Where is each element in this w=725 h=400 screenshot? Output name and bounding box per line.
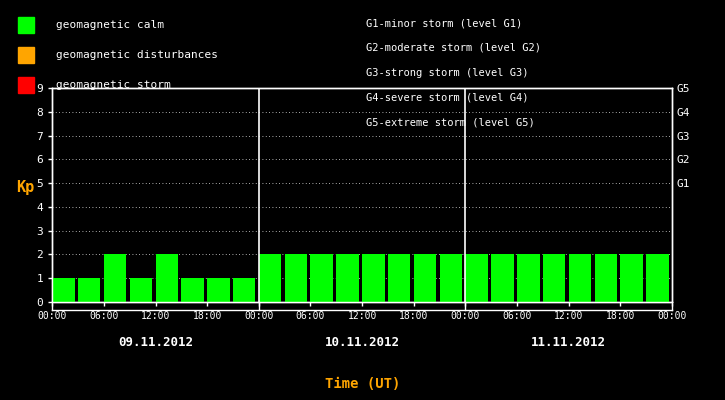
Bar (465, 254, 488, 302)
Text: 11.11.2012: 11.11.2012 (531, 336, 606, 348)
Text: G5-extreme storm (level G5): G5-extreme storm (level G5) (366, 117, 535, 127)
Bar (181, 278, 204, 302)
Bar (310, 254, 333, 302)
Bar (543, 254, 566, 302)
Text: G2-moderate storm (level G2): G2-moderate storm (level G2) (366, 43, 541, 53)
Y-axis label: Kp: Kp (16, 180, 34, 195)
Bar (621, 254, 643, 302)
Bar (414, 254, 436, 302)
Bar (130, 278, 152, 302)
Bar (78, 278, 101, 302)
Text: G4-severe storm (level G4): G4-severe storm (level G4) (366, 92, 529, 102)
Bar (259, 254, 281, 302)
Text: G3-strong storm (level G3): G3-strong storm (level G3) (366, 68, 529, 78)
Bar (233, 278, 255, 302)
Bar (285, 254, 307, 302)
Bar (646, 254, 668, 302)
Bar (388, 254, 410, 302)
Bar (517, 254, 539, 302)
Text: geomagnetic disturbances: geomagnetic disturbances (56, 50, 217, 60)
Text: 09.11.2012: 09.11.2012 (118, 336, 193, 348)
Text: Time (UT): Time (UT) (325, 377, 400, 391)
Text: 10.11.2012: 10.11.2012 (325, 336, 399, 348)
Bar (52, 278, 75, 302)
Bar (104, 254, 126, 302)
Text: geomagnetic calm: geomagnetic calm (56, 20, 164, 30)
Bar (336, 254, 359, 302)
Bar (155, 254, 178, 302)
Bar (207, 278, 230, 302)
Bar (594, 254, 617, 302)
Text: geomagnetic storm: geomagnetic storm (56, 80, 170, 90)
Text: G1-minor storm (level G1): G1-minor storm (level G1) (366, 18, 523, 28)
Bar (492, 254, 514, 302)
Bar (568, 254, 591, 302)
Bar (362, 254, 384, 302)
Bar (439, 254, 462, 302)
